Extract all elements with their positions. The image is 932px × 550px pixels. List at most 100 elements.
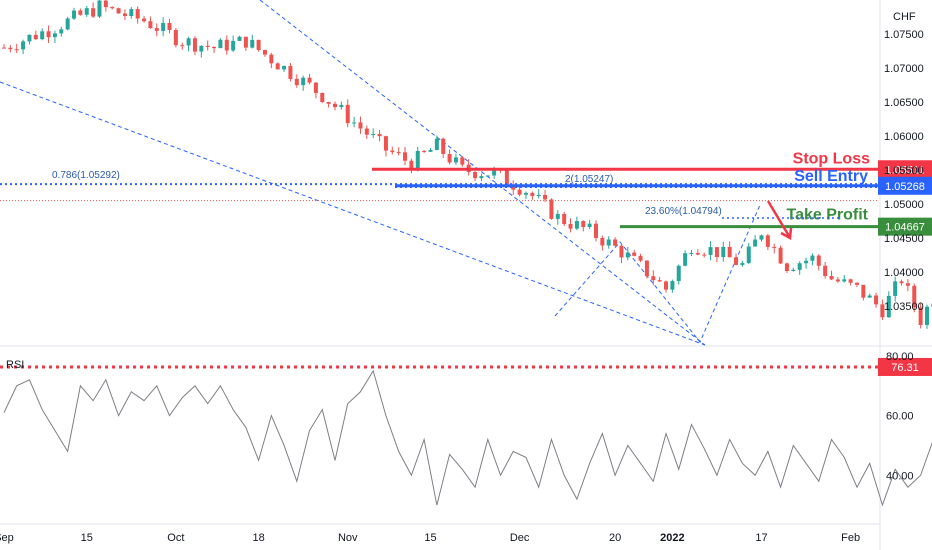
- candle-body: [784, 263, 789, 272]
- currency-label: CHF: [893, 11, 916, 23]
- time-tick-label: 20: [609, 532, 621, 544]
- fib-786-label: 0.786(1.05292): [52, 170, 120, 181]
- candle-body: [59, 29, 64, 34]
- candle-body: [180, 45, 185, 47]
- candle-body: [695, 252, 700, 255]
- time-axis: Sep 15 Oct 18 Nov 15 Dec 20 2022 17 Feb: [0, 532, 860, 544]
- candle-body: [8, 47, 13, 50]
- candle-body: [753, 239, 758, 247]
- candle-body: [727, 246, 732, 258]
- trade-levels[interactable]: Stop Loss 1.05511 Sell Entry 1.05268 Take Pr…: [0, 150, 932, 241]
- candle-body: [804, 260, 809, 264]
- candle-body: [40, 31, 45, 40]
- candle-body: [670, 281, 675, 290]
- candle-body: [644, 260, 649, 277]
- candle-body: [97, 0, 102, 17]
- rsi-tick-label: 40.00: [886, 470, 914, 482]
- candle-body: [702, 254, 707, 256]
- time-tick-label: 18: [252, 532, 264, 544]
- candle-body: [396, 152, 401, 154]
- rsi-value-badge: [878, 357, 932, 376]
- candle-body: [313, 82, 318, 93]
- candle-body: [275, 63, 280, 70]
- sell-entry-badge-text: 1.05268: [885, 181, 925, 193]
- candle-body: [441, 138, 446, 154]
- candle-body: [262, 49, 267, 55]
- candle-body: [835, 279, 840, 282]
- time-tick-label: 17: [755, 532, 767, 544]
- candle-body: [116, 8, 121, 14]
- time-tick-label: Feb: [841, 532, 860, 544]
- candle-body: [530, 192, 535, 196]
- candle-body: [619, 245, 624, 258]
- candle-body: [574, 221, 579, 229]
- extension-2-label: 2(1.05247): [565, 174, 613, 185]
- candle-body: [759, 235, 764, 240]
- candle-body: [880, 304, 885, 318]
- candle-body: [893, 281, 898, 296]
- candle-body: [364, 128, 369, 135]
- candle-body: [651, 276, 656, 281]
- candle-body: [657, 280, 662, 282]
- candle-body: [473, 172, 478, 179]
- candle-body: [861, 284, 866, 298]
- candle-body: [912, 285, 917, 308]
- price-tick-label: 1.06500: [884, 97, 924, 109]
- candle-body: [218, 39, 223, 49]
- candle-body: [632, 252, 637, 256]
- candle-body: [479, 176, 484, 179]
- candle-body: [899, 281, 904, 284]
- candle-body: [167, 22, 172, 30]
- candle-body: [600, 237, 605, 246]
- candle-body: [129, 9, 134, 17]
- candle-body: [122, 13, 127, 17]
- candle-body: [148, 21, 153, 29]
- time-tick-label: Dec: [510, 532, 530, 544]
- candle-body: [27, 34, 32, 42]
- candle-body: [428, 149, 433, 152]
- direction-arrow-shaft: [766, 200, 791, 237]
- trendlines[interactable]: [0, 0, 761, 346]
- time-tick-label: 2022: [660, 532, 684, 544]
- candle-body: [536, 194, 541, 196]
- price-tick-label: 1.07000: [884, 63, 924, 75]
- candle-body: [199, 45, 204, 52]
- candle-body: [237, 36, 242, 41]
- candle-body: [460, 157, 465, 165]
- candle-body: [46, 31, 51, 38]
- candle-body: [352, 122, 357, 124]
- candle-body: [2, 47, 6, 49]
- candle-body: [422, 150, 427, 152]
- candle-body: [84, 8, 89, 15]
- price-tick-label: 1.07500: [884, 29, 924, 41]
- candle-body: [103, 0, 108, 8]
- candle-body: [485, 175, 490, 177]
- candle-body: [683, 253, 688, 266]
- candle-body: [415, 150, 420, 171]
- candle-body: [250, 39, 255, 48]
- candle-body: [593, 223, 598, 238]
- candle-body: [288, 65, 293, 79]
- candle-body: [205, 45, 210, 47]
- sell-entry-label: Sell Entry: [794, 168, 868, 185]
- time-tick-label: Sep: [0, 532, 14, 544]
- candle-body: [173, 29, 178, 46]
- candle-body: [434, 138, 439, 150]
- candle-body: [854, 282, 859, 285]
- candle-body: [842, 279, 847, 282]
- trendline-upper: [259, 0, 706, 346]
- candle-body: [613, 239, 618, 246]
- candle-body: [721, 246, 726, 258]
- candle-body: [186, 38, 191, 46]
- rsi-pane: 76.31: [0, 357, 932, 507]
- candle-body: [708, 247, 713, 255]
- rsi-line: [3, 369, 932, 507]
- candle-body: [78, 10, 83, 15]
- candle-body: [91, 8, 96, 17]
- candle-body: [72, 10, 77, 19]
- stop-loss-badge-text: 1.05511: [886, 164, 925, 176]
- candle-body: [52, 33, 57, 38]
- candle-body: [320, 92, 325, 103]
